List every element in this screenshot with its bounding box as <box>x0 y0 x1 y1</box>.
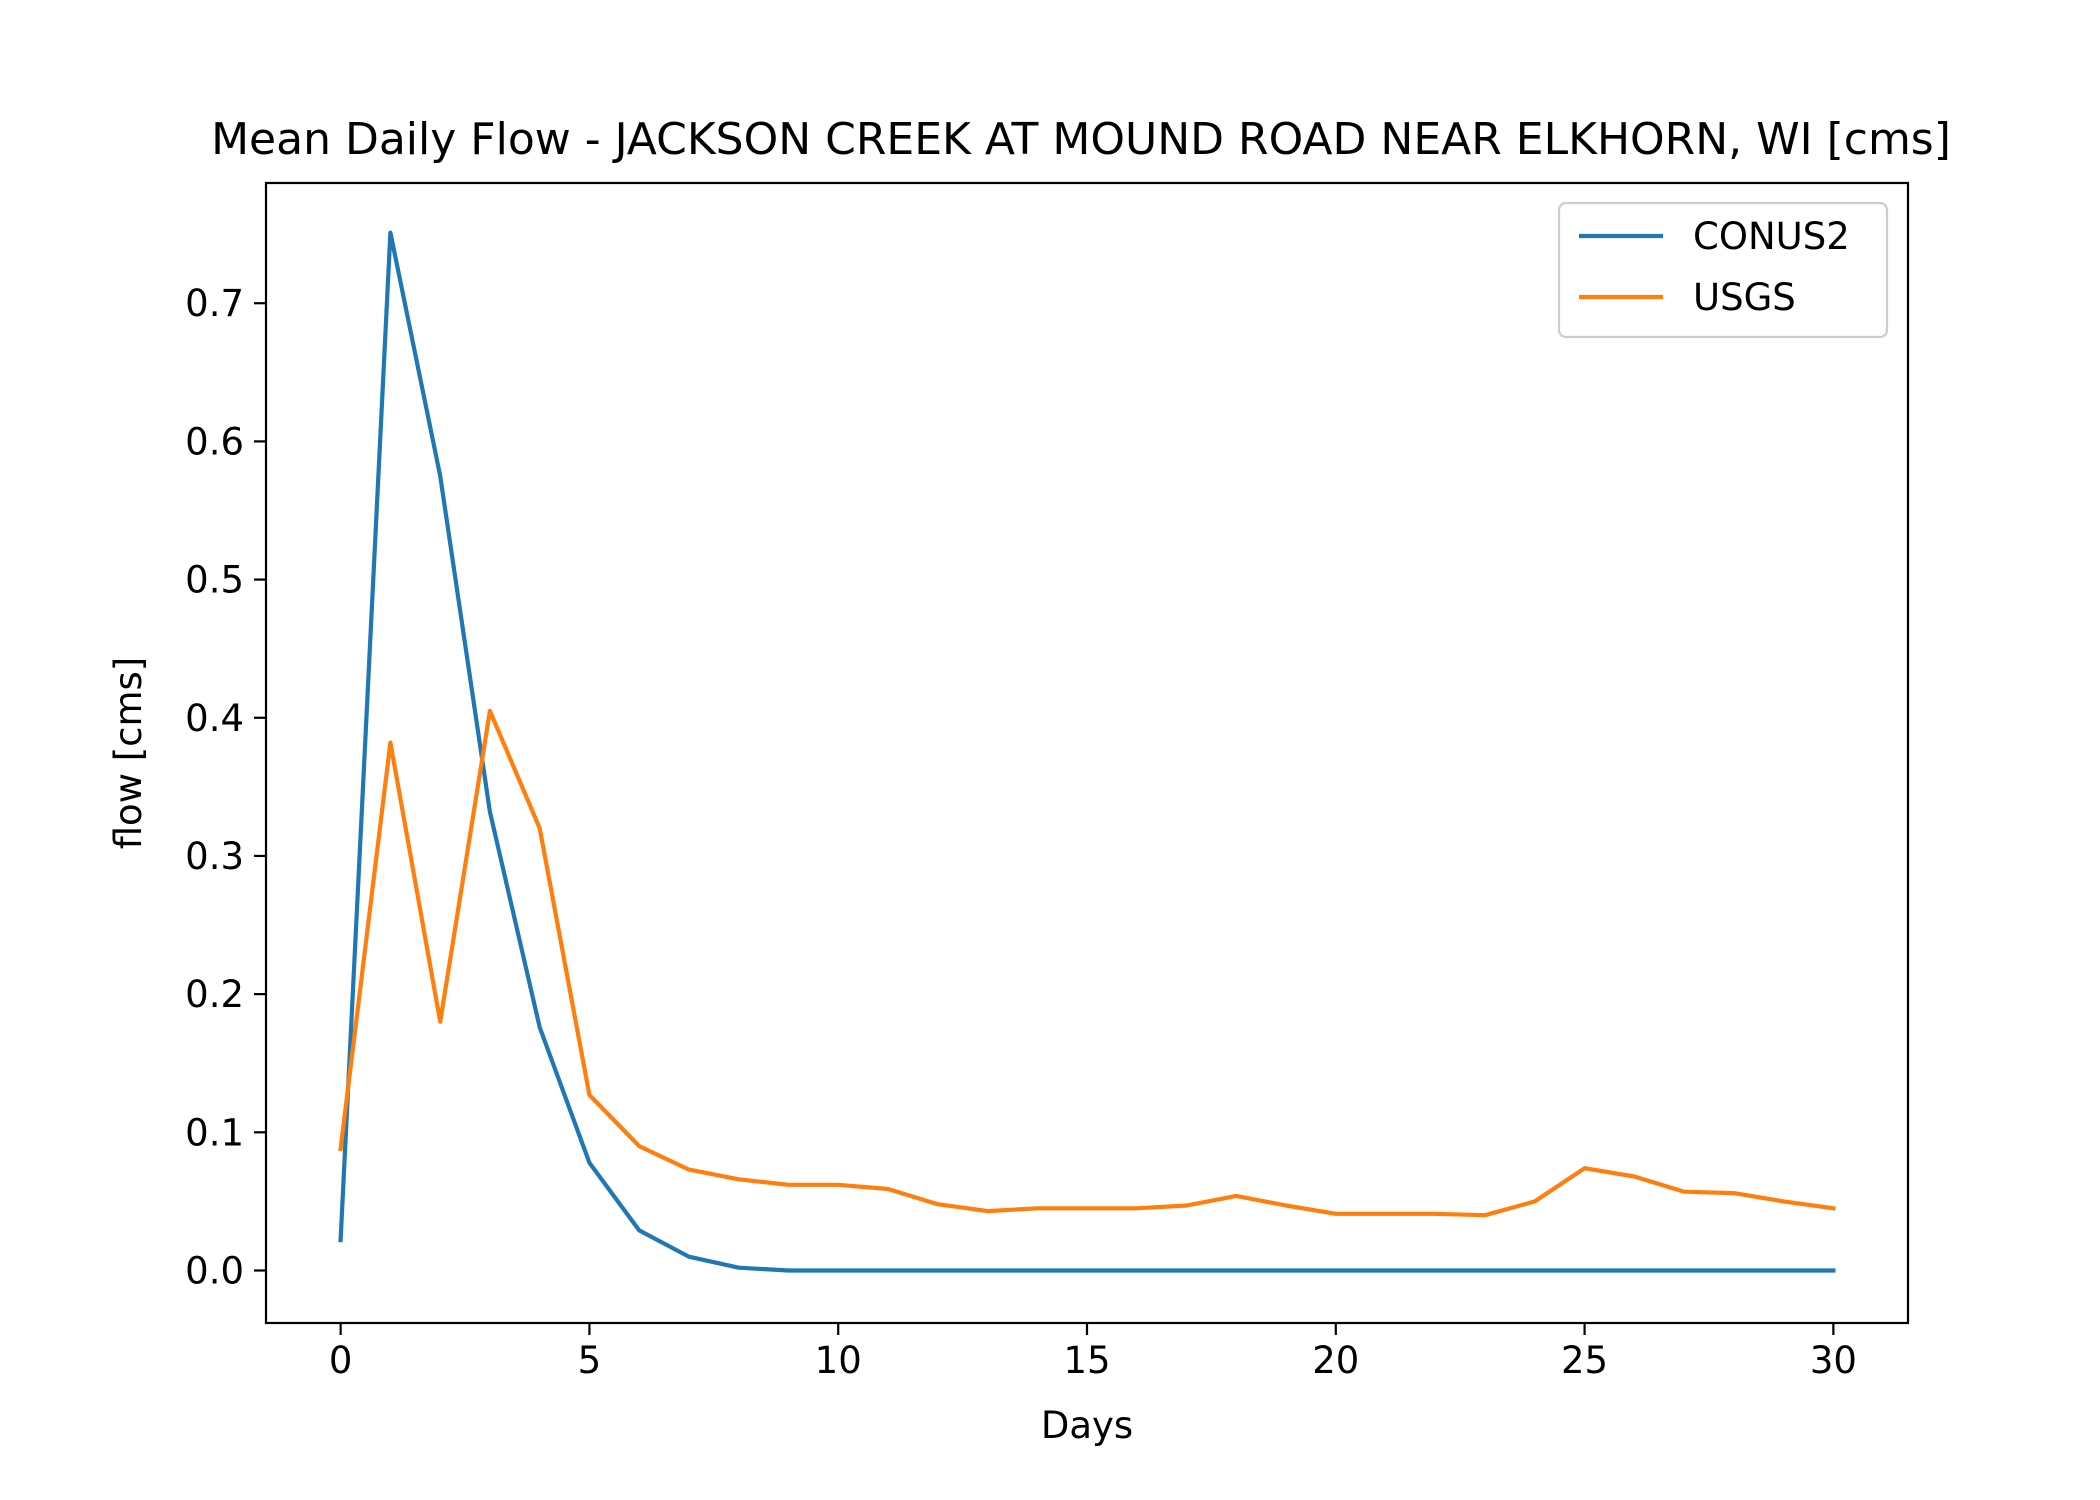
x-tick-label: 0 <box>329 1339 353 1382</box>
x-tick-label: 25 <box>1561 1339 1608 1382</box>
legend-label-conus2: CONUS2 <box>1693 215 1850 258</box>
y-tick-label: 0.6 <box>185 420 244 463</box>
x-tick-label: 30 <box>1810 1339 1857 1382</box>
y-tick-label: 0.7 <box>185 282 244 325</box>
y-tick-label: 0.5 <box>185 559 244 602</box>
x-tick-label: 15 <box>1063 1339 1110 1382</box>
y-tick-label: 0.0 <box>185 1249 244 1292</box>
legend: CONUS2 USGS <box>1557 201 1889 339</box>
y-axis-label: flow [cms] <box>107 657 150 850</box>
y-tick-label: 0.2 <box>185 973 244 1016</box>
x-tick-label: 20 <box>1312 1339 1359 1382</box>
x-tick-label: 10 <box>815 1339 862 1382</box>
series-line-usgs <box>338 708 1836 1218</box>
y-tick-label: 0.1 <box>185 1111 244 1154</box>
y-tick-label: 0.3 <box>185 835 244 878</box>
y-axis: 0.0 0.1 0.2 0.3 0.4 0.5 0.6 0.7 <box>185 282 266 1292</box>
x-tick-label: 5 <box>578 1339 602 1382</box>
x-axis-label: Days <box>1041 1404 1133 1447</box>
chart-title: Mean Daily Flow - JACKSON CREEK AT MOUND… <box>211 114 1951 165</box>
series-line-conus2 <box>338 230 1836 1273</box>
y-tick-label: 0.4 <box>185 697 244 740</box>
plot-lines <box>338 230 1836 1273</box>
x-axis: 0 5 10 15 20 25 30 <box>329 1323 1857 1382</box>
legend-label-usgs: USGS <box>1693 276 1796 319</box>
